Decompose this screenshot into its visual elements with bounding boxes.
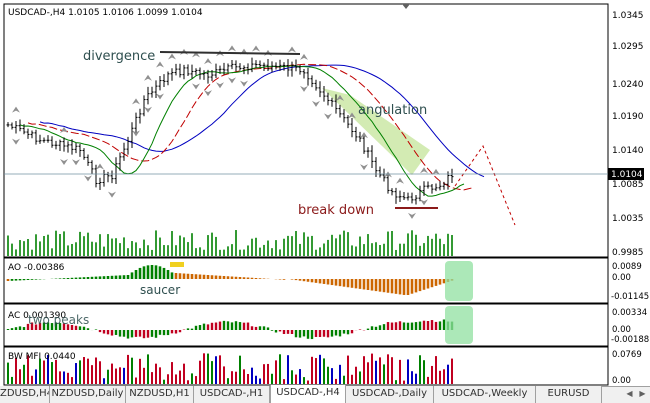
ac-panel-frame <box>3 303 609 347</box>
fractal-up-arrow-icon <box>60 126 68 133</box>
mfi-scale-top: 0.0769 <box>612 350 642 360</box>
divergence-line <box>159 51 301 55</box>
main-chart-frame <box>3 3 609 258</box>
fractal-up-arrow-icon <box>132 98 140 105</box>
scroll-marker-icon[interactable] <box>402 4 410 9</box>
fractal-down-arrow-icon <box>228 77 236 84</box>
fractal-up-arrow-icon <box>432 168 440 175</box>
price-tick: 1.0240 <box>612 80 644 90</box>
chart-title: USDCAD-,H4 1.0105 1.0106 1.0099 1.0104 <box>8 8 203 18</box>
fractal-down-arrow-icon <box>312 100 320 107</box>
annotation-two-peaks: two peaks <box>28 313 89 327</box>
fractal-up-arrow-icon <box>336 94 344 101</box>
fractal-down-arrow-icon <box>216 82 224 89</box>
fractal-down-arrow-icon <box>12 138 20 145</box>
ac-title: AC 0.001390 <box>8 311 66 321</box>
ac-histogram <box>6 319 454 340</box>
chart-tab[interactable]: USDCAD-,H1 <box>194 386 270 403</box>
fractal-down-arrow-icon <box>240 80 248 87</box>
price-tick: 1.0140 <box>612 146 644 156</box>
annotation-divergence: divergence <box>83 49 155 64</box>
annotation-lines <box>159 51 516 226</box>
ao-scale-bottom: -0.01145 <box>611 292 649 302</box>
ma-slow-line <box>39 64 485 178</box>
chart-tab[interactable]: NZDUSD,Daily <box>50 386 126 403</box>
fractal-up-arrow-icon <box>288 46 296 53</box>
mfi-scale-bottom: 0.00 <box>612 376 631 386</box>
ac-scale-bottom: -0.00188 <box>611 335 649 345</box>
angulation-area <box>322 88 430 175</box>
fractal-up-arrow-icon <box>360 132 368 139</box>
fractal-up-arrow-icon <box>168 53 176 60</box>
annotation-break-down: break down <box>298 203 374 218</box>
chart-tab[interactable]: USDCAD-,Daily <box>346 386 434 403</box>
fractal-down-arrow-icon <box>132 130 140 137</box>
ao-highlight-box <box>445 261 473 301</box>
ac-scale-top: 0.00334 <box>612 308 647 318</box>
scroll-left-icon[interactable]: ◀ <box>626 389 633 398</box>
fractal-up-arrow-icon <box>144 74 152 81</box>
fractal-up-arrow-icon <box>300 53 308 60</box>
fractal-down-arrow-icon <box>360 164 368 171</box>
ao-scale-mid: 0.00 <box>612 273 631 283</box>
fractal-up-arrow-icon <box>252 45 260 52</box>
current-price-box <box>608 168 644 180</box>
scroll-right-icon[interactable]: ▶ <box>639 389 646 398</box>
fractal-up-arrow-icon <box>384 171 392 178</box>
annotation-angulation: angulation <box>358 103 427 118</box>
fractal-up-arrow-icon <box>420 167 428 174</box>
fractal-up-arrow-icon <box>192 51 200 58</box>
fractal-up-arrow-icon <box>396 177 404 184</box>
fractal-down-arrow-icon <box>408 212 416 219</box>
price-bars <box>6 57 454 205</box>
price-tick: 1.0345 <box>612 11 644 21</box>
ao-scale-top: 0.0089 <box>612 262 642 272</box>
fractal-down-arrow-icon <box>420 199 428 206</box>
current-price-label: 1.0104 <box>611 170 643 180</box>
price-tick: 1.0085 <box>612 180 644 190</box>
fractal-up-arrow-icon <box>204 58 212 65</box>
ao-histogram <box>6 262 454 295</box>
chart-tab[interactable]: USDCAD-,H4 <box>270 385 346 403</box>
ma-fast-line <box>19 65 465 197</box>
annotation-saucer: saucer <box>140 283 180 297</box>
ac-scale-mid: 0.00 <box>612 325 631 335</box>
fractal-up-arrow-icon <box>12 106 20 113</box>
angulation-shade <box>322 88 430 175</box>
fractal-down-arrow-icon <box>108 191 116 198</box>
ac-highlight-box <box>445 306 473 344</box>
fractal-down-arrow-icon <box>204 90 212 97</box>
ao-panel-frame <box>3 257 609 304</box>
fractal-down-arrow-icon <box>300 85 308 92</box>
fractal-down-arrow-icon <box>324 113 332 120</box>
price-tick: 1.0035 <box>612 214 644 224</box>
chart-tab[interactable]: ZDUSD,H4 <box>0 386 50 403</box>
mfi-title: BW MFI 0.0440 <box>8 352 76 362</box>
chart-tab[interactable]: EURUSD <box>536 386 602 403</box>
mfi-panel-frame <box>3 346 609 386</box>
chart-tab[interactable]: USDCAD-,Weekly <box>434 386 536 403</box>
chart-tab[interactable]: NZDUSD,H1 <box>126 386 194 403</box>
price-axis: 1.0345 1.0295 1.0240 1.0190 1.0140 1.008… <box>612 11 644 258</box>
price-tick: 1.0295 <box>612 42 644 52</box>
ao-title: AO -0.00386 <box>8 263 65 273</box>
fractal-down-arrow-icon <box>60 158 68 165</box>
fractal-down-arrow-icon <box>156 93 164 100</box>
forecast-line <box>454 144 516 226</box>
mfi-histogram <box>7 353 453 384</box>
fractal-down-arrow-icon <box>192 83 200 90</box>
moving-averages <box>19 63 485 197</box>
volume-bars <box>7 230 453 256</box>
fractal-down-arrow-icon <box>144 106 152 113</box>
fractal-up-arrow-icon <box>156 61 164 68</box>
fractal-up-arrow-icon <box>96 163 104 170</box>
fractal-down-arrow-icon <box>72 159 80 166</box>
price-tick: 0.9985 <box>612 248 644 258</box>
fractal-up-arrow-icon <box>348 112 356 119</box>
fractal-up-arrow-icon <box>228 45 236 52</box>
price-tick: 1.0190 <box>612 112 644 122</box>
fractal-down-arrow-icon <box>84 175 92 182</box>
ao-saucer-marker <box>170 262 184 267</box>
